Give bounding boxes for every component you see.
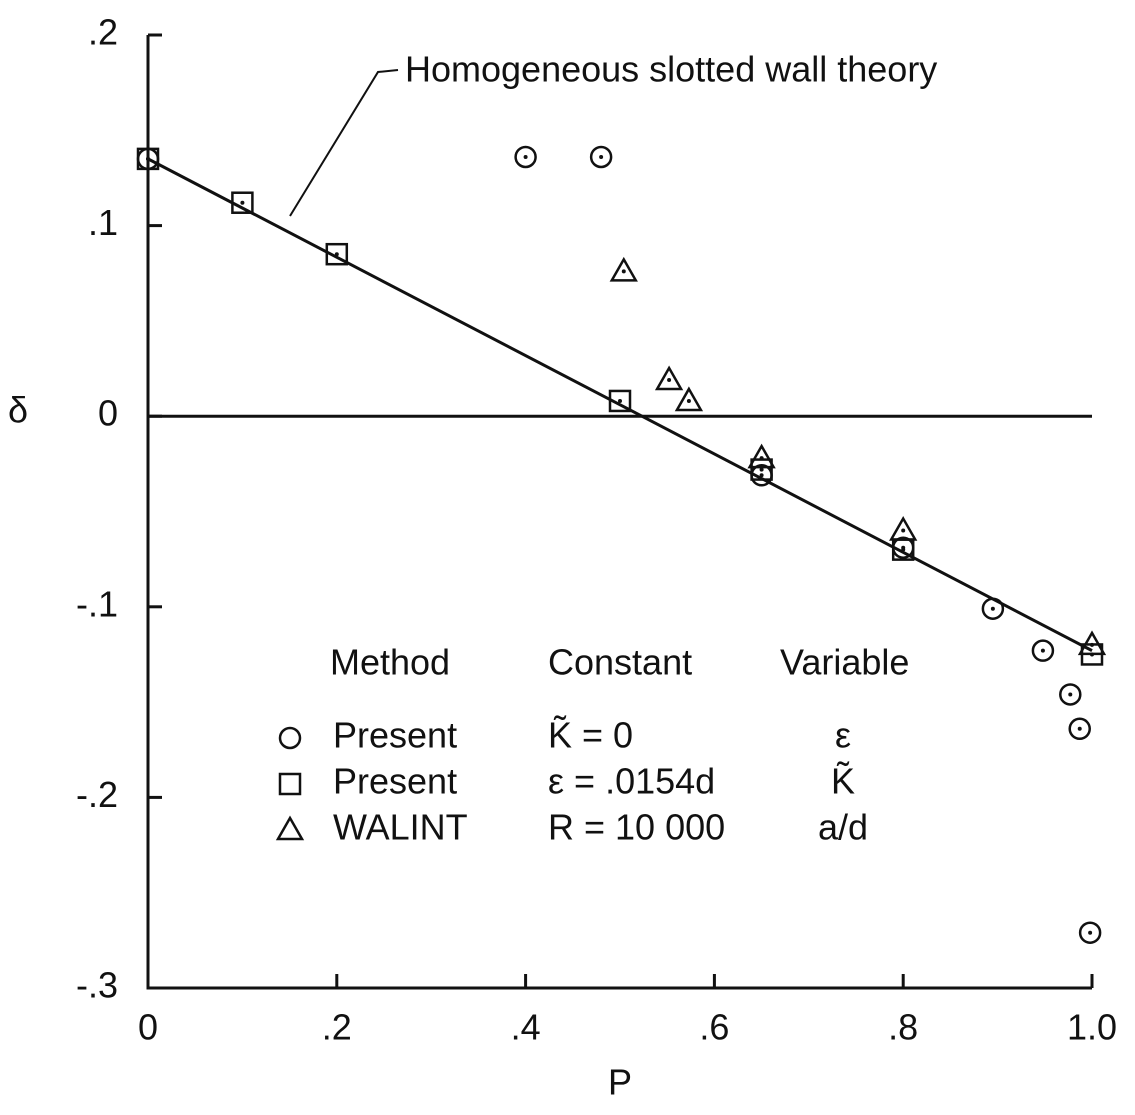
triangle-marker <box>889 516 918 541</box>
marker-dot <box>759 473 764 478</box>
circle-marker <box>1078 921 1102 944</box>
y-tick-label: -.1 <box>76 583 118 624</box>
square-marker <box>231 191 254 214</box>
legend-constant: R = 10 000 <box>548 807 725 848</box>
theory-line <box>147 157 1093 652</box>
square-marker <box>136 147 160 171</box>
circle-marker <box>514 145 537 169</box>
marker-dot <box>990 606 995 611</box>
marker-dot <box>618 398 622 403</box>
square-marker <box>278 772 302 796</box>
x-tick-label: .2 <box>322 1007 352 1048</box>
triangle-marker <box>674 386 704 412</box>
triangle-marker <box>609 256 638 282</box>
legend-variable: K̃ <box>831 761 855 802</box>
square-marker <box>608 389 632 413</box>
triangle-marker <box>747 443 776 469</box>
y-axis-label: δ <box>8 390 28 431</box>
marker-dot <box>1088 930 1093 935</box>
x-tick-label: .4 <box>511 1007 541 1048</box>
x-tick-label: .8 <box>888 1007 918 1048</box>
y-tick-label: .2 <box>88 12 118 53</box>
x-tick-label: .6 <box>699 1007 729 1048</box>
y-tick-label: .1 <box>88 202 118 243</box>
circle-marker <box>1068 717 1091 741</box>
marker-dot <box>240 200 245 205</box>
legend-method: Present <box>333 761 457 802</box>
marker-dot <box>1040 648 1045 653</box>
marker-dot <box>621 269 626 274</box>
marker-dot <box>1068 692 1073 697</box>
legend-method: WALINT <box>333 807 468 848</box>
marker-dot <box>523 154 528 159</box>
triangle-marker <box>654 365 684 391</box>
circle-marker <box>1059 683 1082 706</box>
legend-variable: ε <box>835 715 851 756</box>
y-tick-label: 0 <box>98 393 118 434</box>
marker-dot <box>901 528 906 533</box>
marker-dot <box>146 156 150 161</box>
circle-marker <box>981 597 1005 620</box>
marker-dot <box>759 456 764 461</box>
x-axis-label: P <box>608 1062 632 1103</box>
marker-dot <box>1090 642 1094 647</box>
legend-method: Present <box>333 715 457 756</box>
marker-dot <box>1077 726 1082 731</box>
y-tick-label: -.3 <box>76 965 118 1006</box>
annotation: Homogeneous slotted wall theory <box>405 49 937 90</box>
square-marker <box>325 242 349 266</box>
y-tick-label: -.2 <box>76 774 118 815</box>
triangle-marker <box>275 815 305 841</box>
legend-header: Variable <box>780 642 909 683</box>
marker-dot <box>686 398 691 403</box>
legend-constant: K̃ = 0 <box>548 715 633 756</box>
x-tick-label: 1.0 <box>1067 1007 1117 1048</box>
marker-dot <box>759 467 764 472</box>
annotation-leader <box>289 69 399 217</box>
circle-marker <box>589 145 613 169</box>
legend-variable: a/d <box>818 807 868 848</box>
x-tick-label: 0 <box>138 1007 158 1048</box>
marker-dot <box>901 547 906 552</box>
legend-constant: ε = .0154d <box>548 761 715 802</box>
legend-header: Constant <box>548 642 692 683</box>
legend-header: Method <box>330 642 450 683</box>
marker-dot <box>334 252 339 257</box>
marker-dot <box>667 377 672 382</box>
marker-dot <box>599 154 604 159</box>
triangle-marker <box>1077 630 1107 656</box>
circle-marker <box>278 726 302 750</box>
circle-marker <box>1031 639 1055 662</box>
